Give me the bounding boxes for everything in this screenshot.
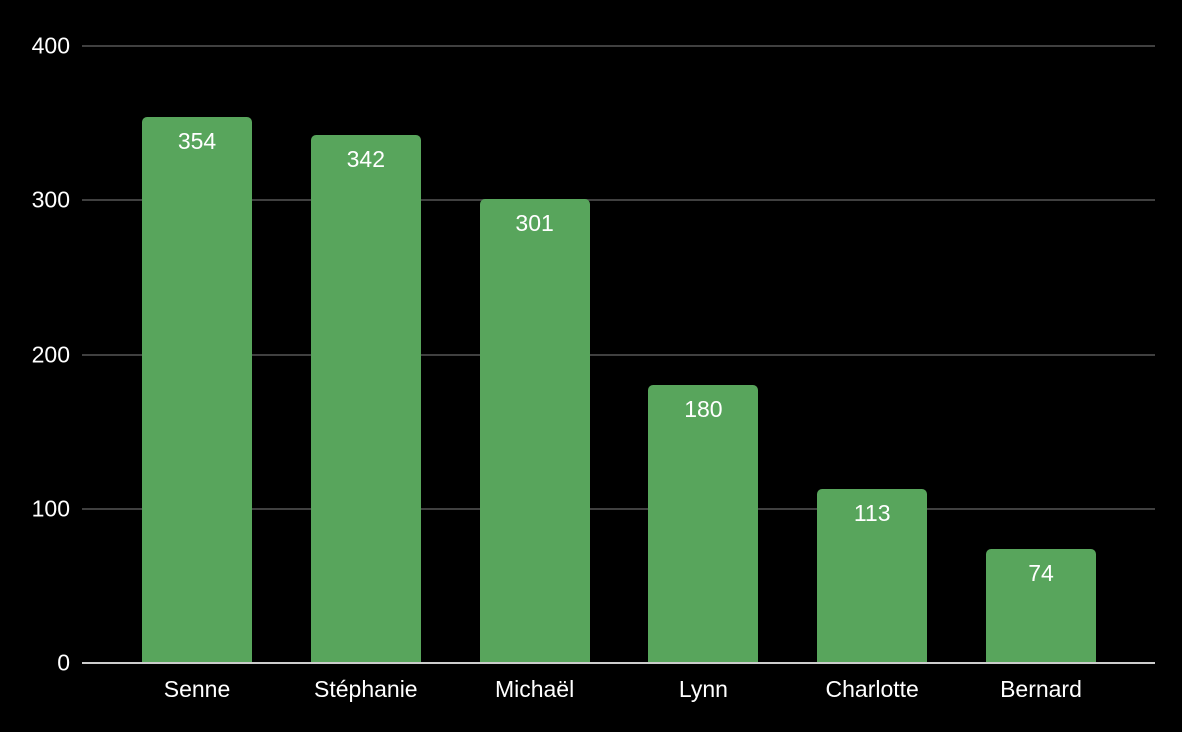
x-axis: Senne Stéphanie Michaël Lynn Charlotte B… (82, 665, 1155, 702)
bar-senne: 354 (142, 116, 252, 663)
category-label-stephanie: Stéphanie (314, 676, 418, 702)
bar-lynn: 180 (648, 385, 759, 663)
bar-value-label: 354 (177, 127, 217, 154)
bar-value-label: 342 (346, 146, 385, 173)
category-label-charlotte: Charlotte (825, 676, 919, 702)
y-tick-label-300: 300 (31, 186, 70, 213)
y-tick-label-400: 400 (31, 32, 70, 59)
bar-stephanie: 342 (310, 135, 421, 663)
y-tick-label-100: 100 (31, 495, 70, 522)
x-axis-line (82, 662, 1155, 664)
y-axis: 400 300 200 100 0 (0, 34, 70, 674)
bar-value-label: 74 (1028, 559, 1054, 586)
y-tick-label-0: 0 (57, 649, 70, 676)
plot-area: 354 342 301 180 113 74 (82, 45, 1155, 664)
bar-value-label: 113 (853, 499, 891, 526)
gridline-200 (82, 353, 1155, 356)
bar-bernard: 74 (985, 548, 1096, 663)
category-label-senne: Senne (163, 676, 231, 702)
gridline-400 (82, 45, 1155, 47)
bar-value-label: 301 (515, 209, 554, 236)
gridline-100 (82, 507, 1155, 510)
category-label-bernard: Bernard (1000, 676, 1082, 702)
bar-value-label: 180 (684, 396, 723, 423)
y-tick-label-200: 200 (31, 341, 70, 367)
bar-michael: 301 (479, 198, 590, 663)
category-label-lynn: Lynn (678, 676, 728, 702)
bars-row: 354 342 301 180 113 74 (82, 46, 1155, 663)
bar-charlotte: 113 (817, 488, 928, 663)
gridline-300 (82, 199, 1155, 202)
category-label-michael: Michaël (494, 676, 575, 702)
